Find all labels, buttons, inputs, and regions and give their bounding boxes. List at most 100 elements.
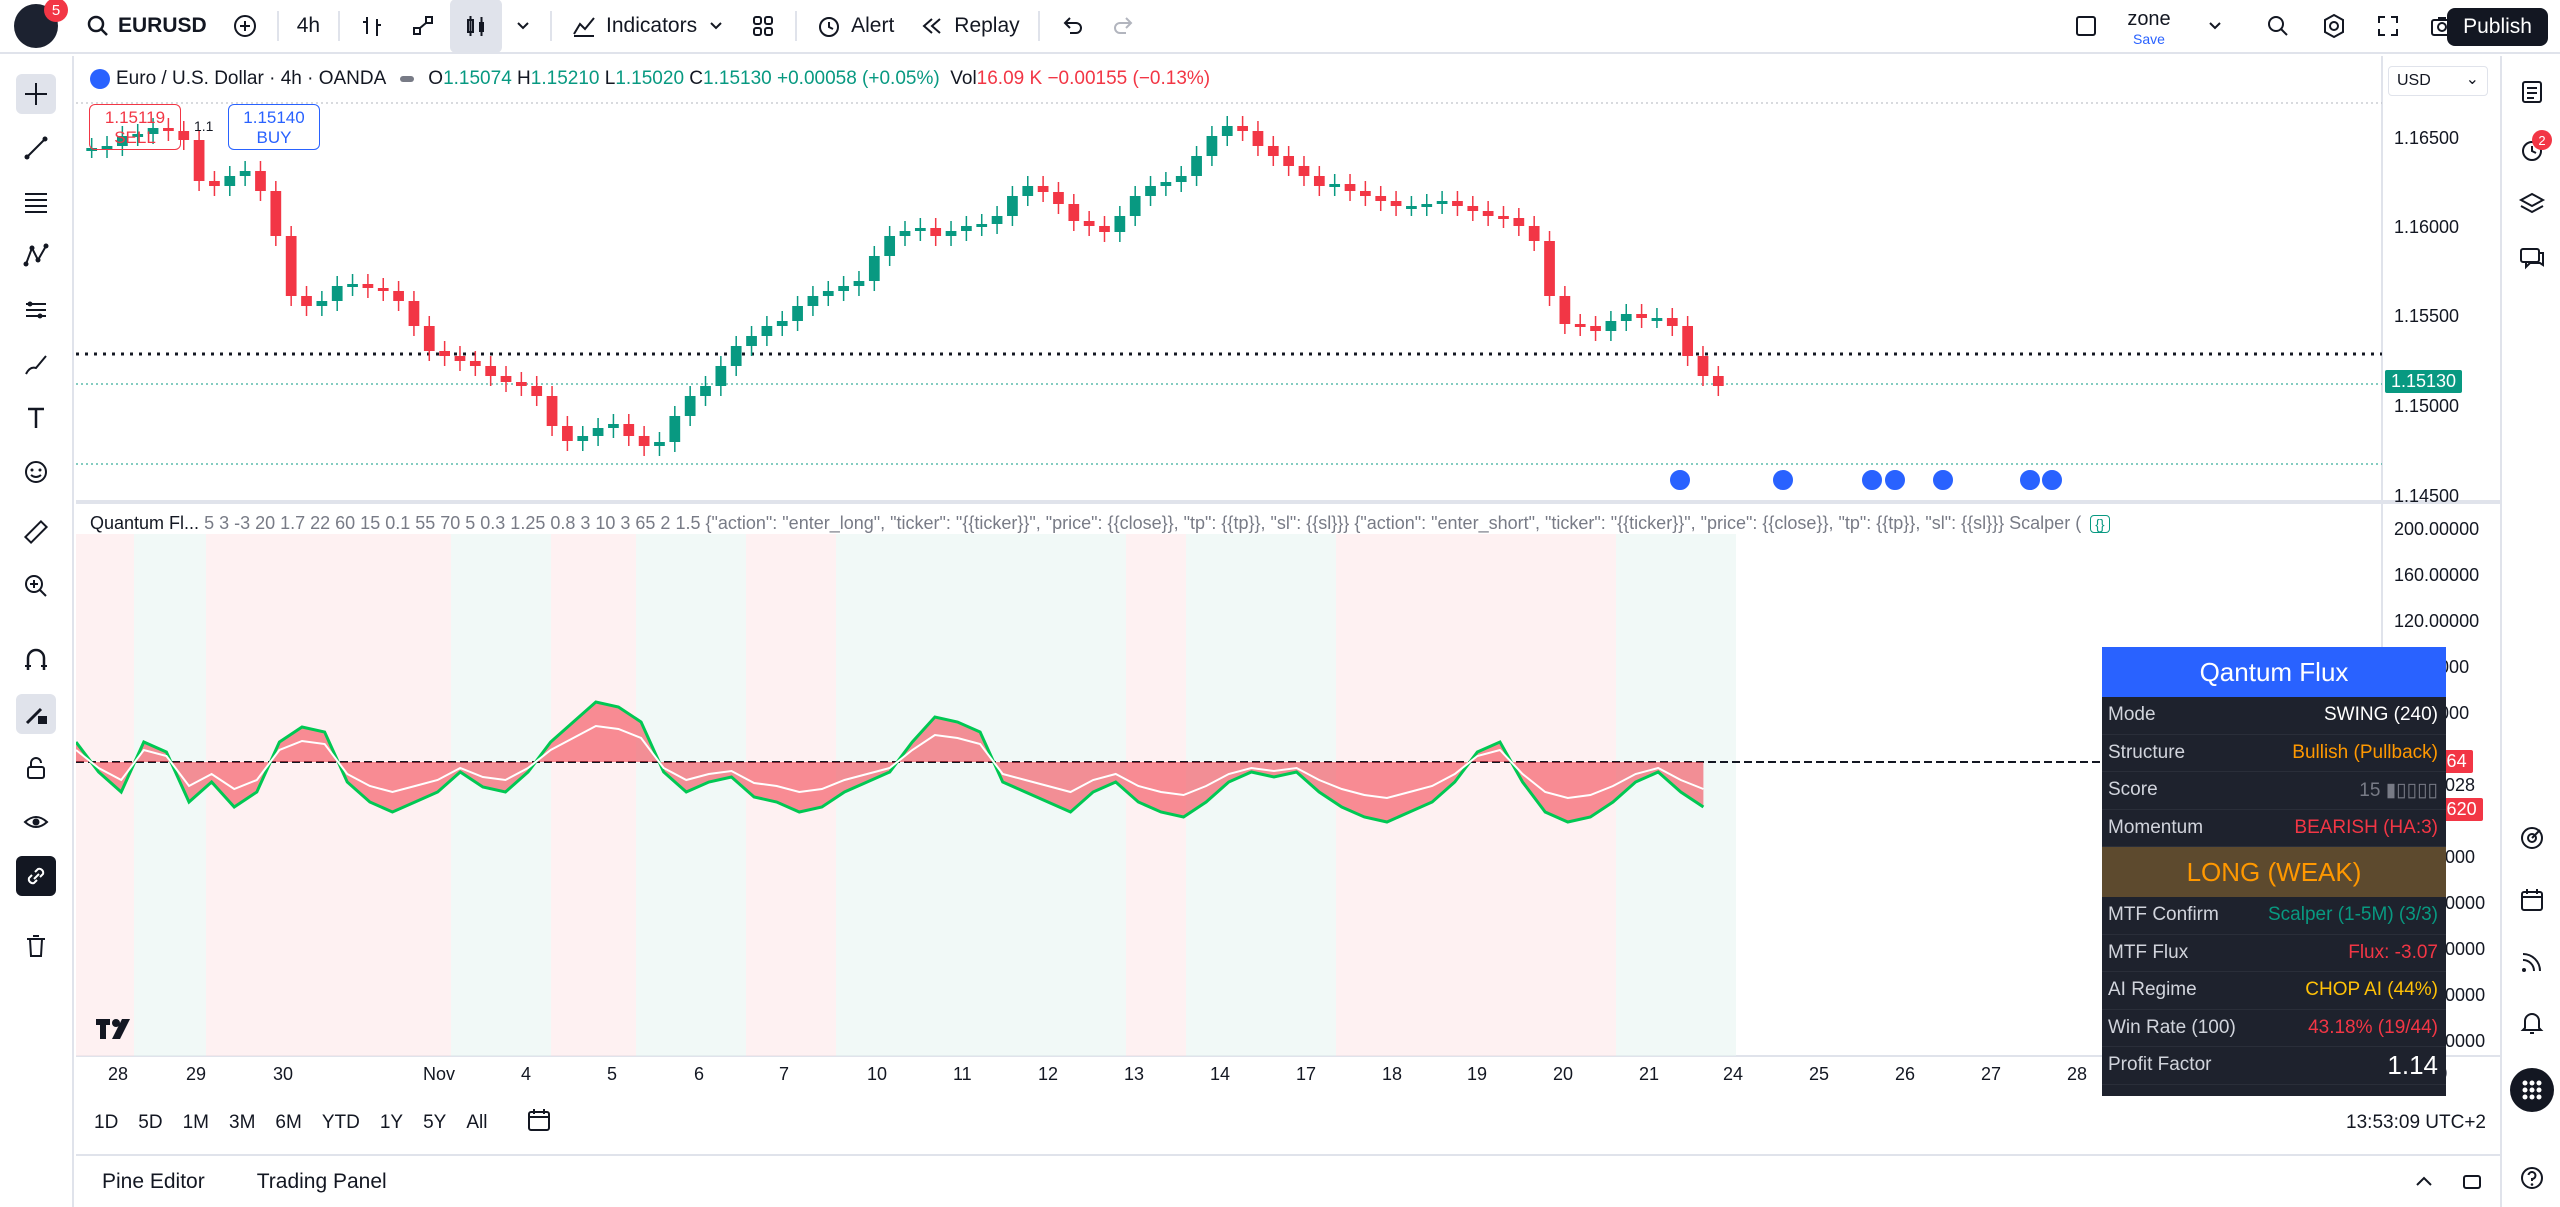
products-button[interactable] (2510, 1068, 2554, 1112)
candle-body (776, 321, 788, 326)
calendar-button[interactable] (2512, 880, 2552, 920)
candle-body (469, 361, 481, 366)
layout-toggle-button[interactable] (2060, 0, 2112, 53)
zoom-tool[interactable] (16, 566, 56, 606)
bars-style-button[interactable] (346, 0, 398, 53)
clock[interactable]: 13:53:09 UTC+2 (2346, 1112, 2486, 1133)
time-axis-label: 17 (1296, 1064, 1317, 1084)
timeframe-button[interactable]: 5Y (423, 1112, 447, 1133)
publish-button[interactable]: Publish (2447, 8, 2548, 46)
regime-band (1616, 534, 1736, 1056)
table-row: Score 15 ▮▯▯▯▯ (2102, 772, 2446, 810)
indicator-params: 5 3 -3 20 1.7 22 60 15 0.1 55 70 5 0.3 1… (204, 513, 2082, 533)
remove-drawings-tool[interactable] (16, 926, 56, 966)
lock-drawings-tool[interactable] (16, 748, 56, 788)
date-range-button[interactable] (525, 1106, 553, 1140)
table-row-label: Momentum (2108, 816, 2204, 838)
layout-name-button[interactable]: zone Save (2126, 8, 2172, 47)
object-tree-button[interactable] (2512, 184, 2552, 224)
source-code-icon[interactable]: {} (2090, 515, 2110, 533)
undo-icon (1063, 17, 1082, 34)
news-button[interactable] (2512, 942, 2552, 982)
timeframe-button[interactable]: 1Y (379, 1112, 404, 1133)
forecast-tool[interactable] (16, 290, 56, 330)
templates-button[interactable] (737, 0, 789, 53)
chart-canvas[interactable] (76, 56, 2500, 1096)
candle-body (193, 140, 205, 181)
sell-price: 1.15119 (104, 108, 166, 127)
candle-body (1390, 201, 1402, 206)
zoom-in-icon (25, 575, 47, 597)
timeframe-button[interactable]: YTD (321, 1112, 360, 1133)
chart-type-dropdown[interactable] (502, 0, 544, 53)
emoji-tool[interactable] (16, 452, 56, 492)
indicator-legend[interactable]: Quantum Fl... 5 3 -3 20 1.7 22 60 15 0.1… (90, 513, 2110, 534)
alert-button[interactable]: Alert (803, 0, 906, 53)
sell-button[interactable]: 1.15119 SELL (89, 104, 181, 150)
timeframe-button[interactable]: 5D (138, 1112, 163, 1133)
candle-body (1574, 324, 1586, 327)
pattern-tool[interactable] (16, 236, 56, 276)
last-price-tag: 1.15130 (2385, 370, 2463, 393)
magnet-tool[interactable] (16, 640, 56, 680)
settings-button[interactable] (2308, 0, 2360, 53)
alerts-button[interactable]: 2 (2512, 130, 2552, 170)
measure-tool[interactable] (16, 512, 56, 552)
indicators-button[interactable]: Indicators (558, 0, 737, 53)
fullscreen-button[interactable] (2362, 0, 2414, 53)
user-avatar[interactable]: 5 (14, 0, 68, 48)
candles-style-button[interactable] (450, 0, 503, 53)
chevron-up-icon[interactable] (2412, 1170, 2436, 1194)
hide-drawings-tool[interactable] (16, 802, 56, 842)
undo-button[interactable] (1046, 0, 1098, 53)
watchlist-button[interactable] (2512, 72, 2552, 112)
alerts-badge: 2 (2532, 130, 2552, 150)
trading-signals-button[interactable] (2512, 818, 2552, 858)
compare-button[interactable] (219, 0, 271, 53)
quick-search-button[interactable] (2252, 0, 2304, 53)
symbol-title[interactable]: Euro / U.S. Dollar · 4h · OANDA (116, 68, 387, 89)
layout-dropdown[interactable] (2194, 0, 2236, 53)
fib-tool[interactable] (16, 182, 56, 222)
time-axis-label: 4 (521, 1064, 532, 1084)
timeframe-button[interactable]: 3M (229, 1112, 256, 1133)
help-button[interactable] (2512, 1158, 2552, 1198)
candle-body (1712, 376, 1724, 386)
redo-button[interactable] (1098, 0, 1150, 53)
oscillator-area (76, 702, 1704, 822)
time-axis-label: 27 (1981, 1064, 2002, 1084)
timeframe-button[interactable]: 1M (182, 1112, 209, 1133)
timeframe-button[interactable]: All (466, 1112, 488, 1133)
line-style-button[interactable] (398, 0, 450, 53)
time-axis-label: 7 (779, 1064, 790, 1084)
text-tool[interactable] (16, 398, 56, 438)
crosshair-tool[interactable] (16, 74, 56, 114)
candle-body (1068, 204, 1080, 221)
tradingview-logo[interactable] (96, 1015, 138, 1049)
low-label: L (604, 68, 616, 89)
chart-area[interactable]: Euro / U.S. Dollar · 4h · OANDA O 1.15074… (76, 56, 2500, 1096)
pine-editor-tab[interactable]: Pine Editor (102, 1169, 205, 1193)
trend-line-tool[interactable] (16, 128, 56, 168)
indicator-name: Quantum Fl... (90, 513, 200, 533)
collapse-icon[interactable] (400, 76, 415, 82)
interval-button[interactable]: 4h (296, 14, 321, 37)
timeframe-button[interactable]: 1D (94, 1112, 119, 1133)
stay-in-drawing-tool[interactable] (16, 694, 56, 734)
currency-select[interactable]: USD ⌄ (2388, 66, 2488, 96)
maximize-panel-icon[interactable] (2460, 1170, 2484, 1194)
candle-body (1175, 176, 1187, 182)
notifications-button[interactable] (2512, 1002, 2552, 1042)
replay-button[interactable]: Replay (906, 0, 1031, 53)
trend-line-icon (24, 136, 48, 160)
timeframe-button[interactable]: 6M (275, 1112, 302, 1133)
buy-button[interactable]: 1.15140 BUY (228, 104, 320, 150)
trading-panel-tab[interactable]: Trading Panel (256, 1169, 387, 1193)
brush-tool[interactable] (16, 344, 56, 384)
candle-body (1682, 326, 1694, 356)
sync-drawings-tool[interactable] (16, 856, 56, 896)
candle-body (1313, 176, 1325, 186)
chats-button[interactable] (2512, 238, 2552, 278)
eye-icon (23, 816, 49, 828)
symbol-search[interactable]: EURUSD (72, 0, 219, 53)
